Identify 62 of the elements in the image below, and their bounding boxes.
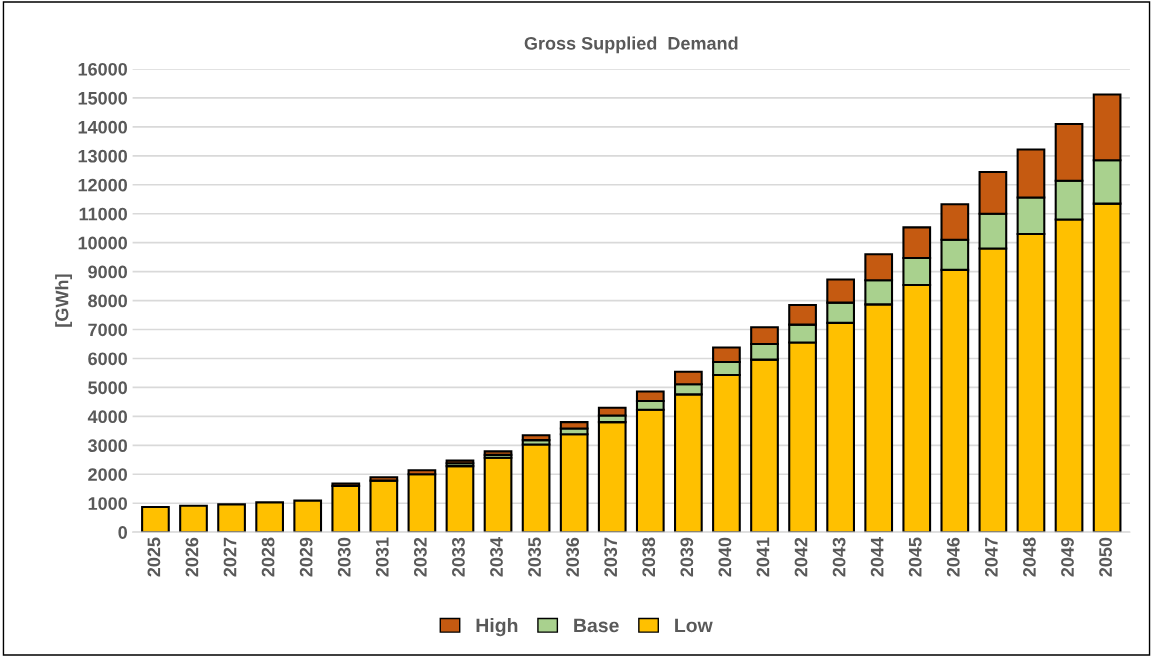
x-tick-label: 2050 xyxy=(1099,537,1112,577)
x-tick-label: 2030 xyxy=(337,537,351,577)
y-tick-label: 9000 xyxy=(88,265,127,279)
bar xyxy=(293,499,323,533)
x-tick-label: 2039 xyxy=(680,537,694,577)
y-tick-label: 2000 xyxy=(88,468,127,481)
legend-label: Base xyxy=(574,618,619,633)
y-tick-label: 16000 xyxy=(78,62,127,76)
x-tick-label: 2041 xyxy=(756,537,770,577)
x-tick-label: 2042 xyxy=(794,537,808,577)
x-tick-label: 2045 xyxy=(908,537,922,577)
bar xyxy=(141,505,170,533)
y-tick-label: 10000 xyxy=(78,236,127,250)
bar xyxy=(521,443,551,533)
x-tick-label: 2034 xyxy=(490,537,503,577)
x-tick-label: 2048 xyxy=(1023,537,1036,577)
bar xyxy=(445,465,475,533)
x-tick-label: 2047 xyxy=(984,537,998,577)
y-tick-label: 15000 xyxy=(78,91,127,105)
legend-label: Low xyxy=(675,618,713,633)
bar xyxy=(559,433,589,533)
bar xyxy=(407,473,437,533)
bar xyxy=(369,479,399,533)
y-tick-label: 14000 xyxy=(78,120,127,134)
x-tick-label: 2044 xyxy=(870,537,884,577)
chart-title: Gross Supplied Demand xyxy=(524,36,738,54)
y-tick-label: 7000 xyxy=(88,323,127,337)
x-tick-label: 2029 xyxy=(299,537,313,577)
bar xyxy=(597,421,627,533)
bar xyxy=(521,434,551,442)
bar xyxy=(179,504,208,533)
y-tick-label: 0 xyxy=(118,526,127,539)
x-tick-label: 2043 xyxy=(832,537,846,577)
y-tick-label: 8000 xyxy=(88,294,127,308)
bar xyxy=(217,503,246,533)
x-tick-label: 2035 xyxy=(528,537,541,577)
y-tick-label: 13000 xyxy=(78,149,127,163)
x-tick-label: 2027 xyxy=(223,537,237,577)
y-tick-label: 6000 xyxy=(88,352,127,366)
y-axis-title: [GWh] xyxy=(55,274,72,327)
bar xyxy=(255,501,284,533)
x-tick-label: 2040 xyxy=(718,537,732,577)
y-tick-label: 4000 xyxy=(87,410,127,424)
x-tick-label: 2046 xyxy=(946,537,960,577)
x-tick-label: 2036 xyxy=(566,537,580,577)
x-tick-label: 2031 xyxy=(375,537,389,577)
x-tick-label: 2033 xyxy=(452,537,465,577)
x-tick-label: 2049 xyxy=(1061,537,1074,577)
x-tick-label: 2032 xyxy=(413,537,427,577)
x-tick-label: 2025 xyxy=(147,537,161,577)
y-tick-label: 11000 xyxy=(79,207,127,221)
y-tick-label: 12000 xyxy=(78,178,127,192)
y-tick-label: 3000 xyxy=(87,439,127,453)
x-tick-label: 2026 xyxy=(185,537,199,577)
y-tick-label: 5000 xyxy=(88,381,127,395)
x-tick-label: 2028 xyxy=(261,537,275,577)
x-tick-label: 2037 xyxy=(604,537,618,577)
x-tick-label: 2038 xyxy=(642,537,656,577)
y-tick-label: 1000 xyxy=(88,497,127,510)
bar xyxy=(331,484,361,533)
legend-label: High xyxy=(476,618,518,637)
bar xyxy=(483,456,513,533)
